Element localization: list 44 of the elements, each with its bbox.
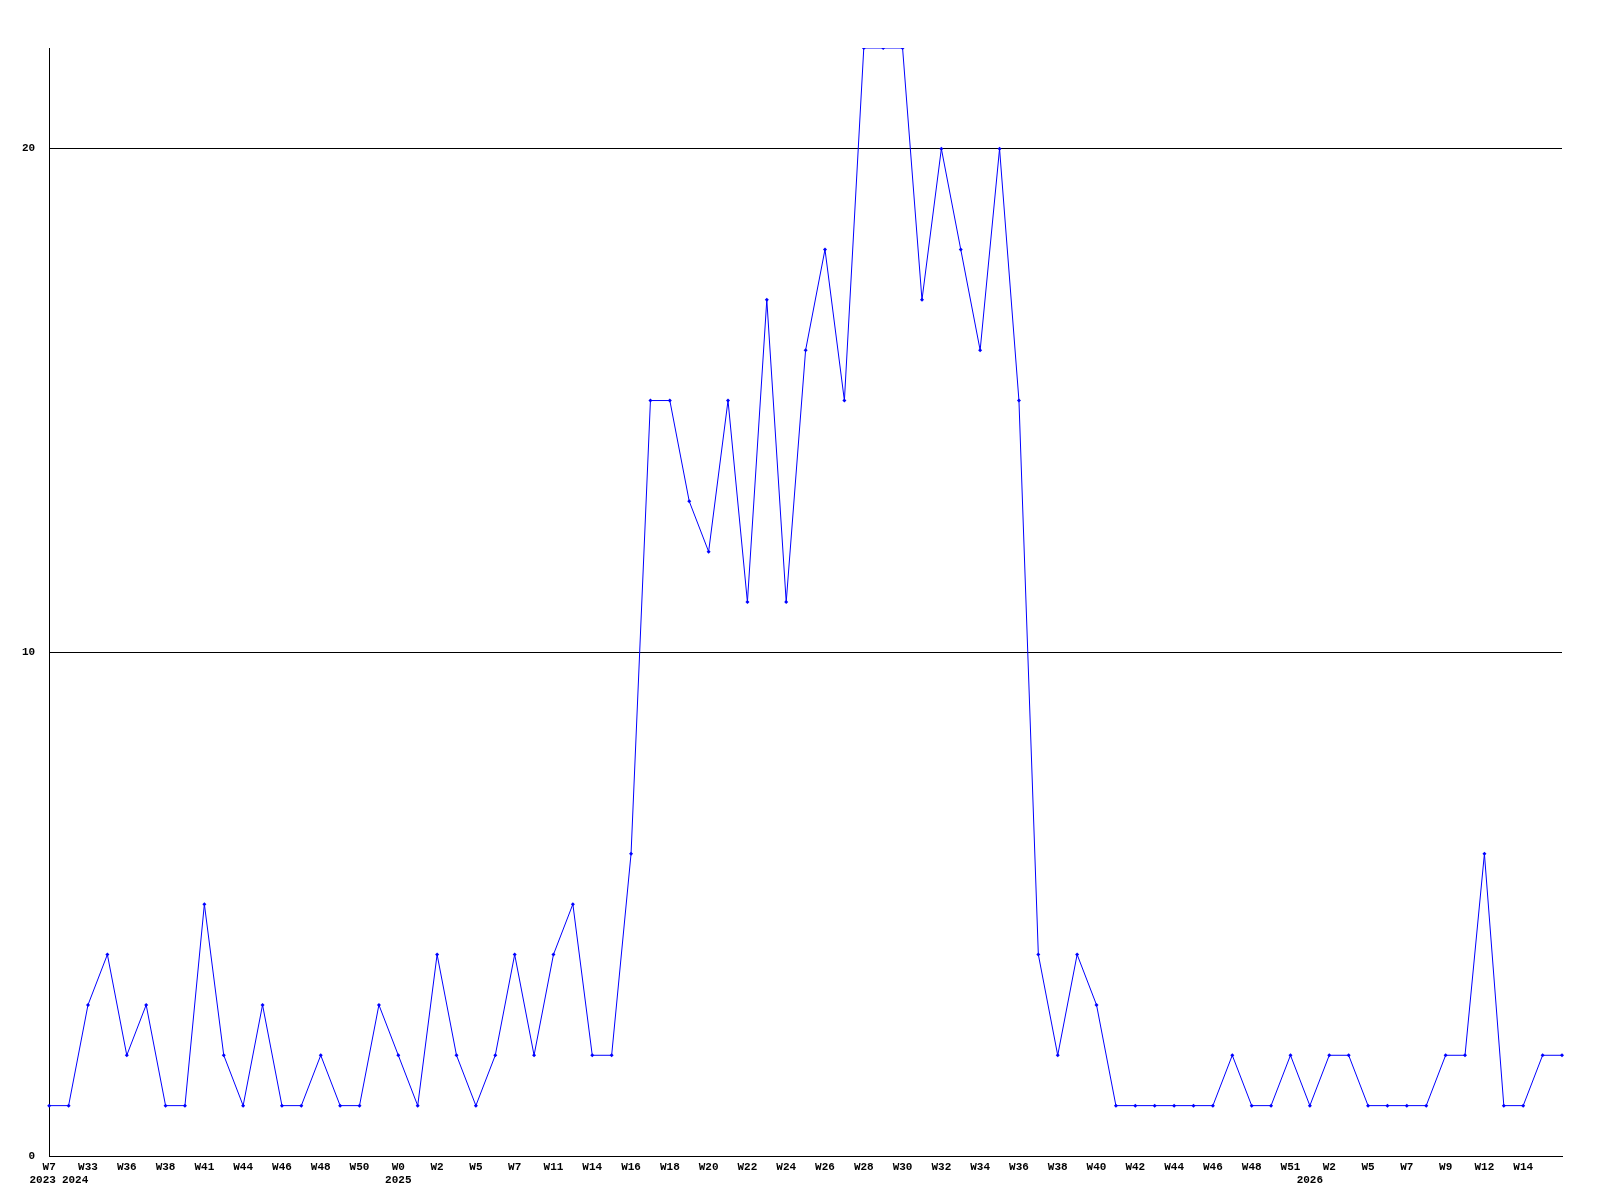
x-tick-label: W44 <box>1164 1161 1185 1174</box>
x-tick-label: W5 <box>1361 1161 1376 1174</box>
x-tick-label: W30 <box>892 1161 913 1174</box>
x-tick-label: W14 <box>1513 1161 1534 1174</box>
x-tick-label: W36 <box>116 1161 137 1174</box>
x-tick-label: W22 <box>737 1161 758 1174</box>
x-tick-label: W34 <box>970 1161 991 1174</box>
x-tick-label: W40 <box>1086 1161 1107 1174</box>
category-label: W7 2023 <box>29 1161 56 1187</box>
x-tick-label: W41 <box>194 1161 215 1174</box>
x-tick-label: 2026 <box>1296 1174 1324 1187</box>
x-tick-label: W16 <box>621 1161 641 1174</box>
x-tick-label: W36 <box>1009 1161 1029 1174</box>
x-tick-label: W24 <box>776 1161 797 1174</box>
x-tick-label: W11 <box>543 1161 564 1174</box>
y-tick-label: 20 <box>22 142 36 155</box>
x-tick-label: W2 <box>1322 1161 1336 1174</box>
x-tick-label: W42 <box>1125 1161 1146 1174</box>
x-tick-label: W33 <box>78 1161 99 1174</box>
x-tick-label: W12 <box>1474 1161 1495 1174</box>
x-tick-label: W18 <box>659 1161 681 1174</box>
x-tick-label: W28 <box>853 1161 875 1174</box>
x-tick-label: W20 <box>698 1161 719 1174</box>
x-tick-label: W48 <box>310 1161 332 1174</box>
x-tick-label: W50 <box>349 1161 370 1174</box>
x-tick-label: W48 <box>1241 1161 1262 1174</box>
y-tick-label: 10 <box>22 646 36 659</box>
x-tick-label: W38 <box>1047 1161 1069 1174</box>
x-tick-label: W46 <box>1202 1161 1223 1174</box>
x-tick-label: W14 <box>582 1161 603 1174</box>
x-tick-label: W7 <box>1400 1161 1414 1174</box>
x-tick-label: 2024 <box>61 1174 89 1187</box>
y-tick-label: 0 <box>28 1149 36 1162</box>
x-tick-label: W26 <box>815 1161 835 1174</box>
x-tick-label: W2 <box>430 1161 444 1174</box>
x-tick-label: W7 <box>508 1161 522 1174</box>
x-tick-label: W44 <box>233 1161 254 1174</box>
x-tick-label: W38 <box>155 1161 176 1174</box>
x-tick-label: W51 <box>1280 1161 1301 1174</box>
x-tick-label: W46 <box>272 1161 292 1174</box>
x-tick-label: W9 <box>1439 1161 1453 1174</box>
category-label: W0 2025 <box>385 1161 412 1187</box>
x-tick-label: W5 <box>469 1161 483 1174</box>
x-tick-label: W32 <box>931 1161 952 1174</box>
